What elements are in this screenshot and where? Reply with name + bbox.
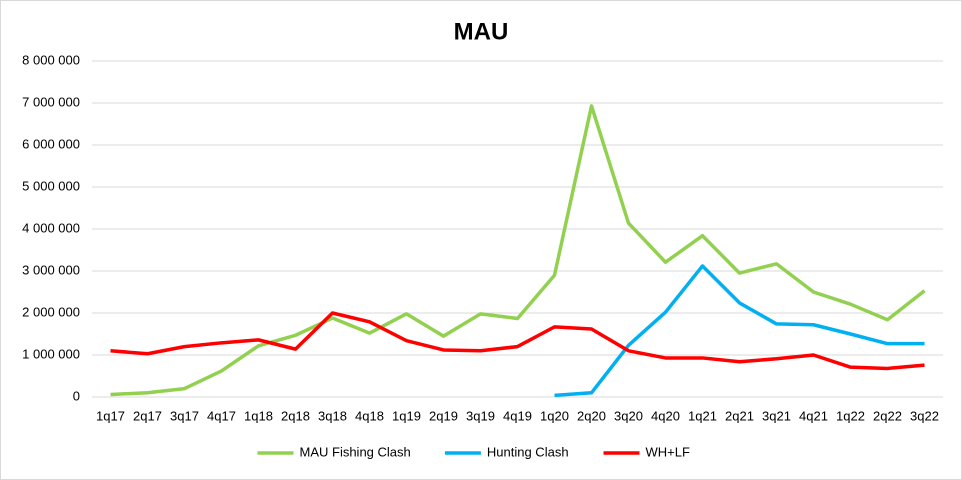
y-tick-label: 1 000 000 — [22, 346, 80, 361]
x-tick-label: 3q18 — [318, 408, 347, 423]
y-tick-label: 2 000 000 — [22, 304, 80, 319]
x-tick-label: 1q18 — [244, 408, 273, 423]
y-tick-label: 7 000 000 — [22, 94, 80, 109]
y-tick-label: 5 000 000 — [22, 178, 80, 193]
x-tick-label: 4q19 — [503, 408, 532, 423]
line-series — [554, 264, 925, 398]
x-tick-label: 1q22 — [836, 408, 865, 423]
x-tick-label: 4q21 — [799, 408, 828, 423]
x-tick-label: 3q17 — [170, 408, 199, 423]
x-tick-label: 3q22 — [910, 408, 939, 423]
x-tick-label: 1q19 — [392, 408, 421, 423]
y-tick-label: 8 000 000 — [22, 52, 80, 67]
y-tick-label: 0 — [73, 388, 80, 403]
x-tick-label: 2q21 — [725, 408, 754, 423]
x-tick-label: 2q19 — [429, 408, 458, 423]
chart-title: MAU — [454, 18, 509, 45]
y-tick-label: 4 000 000 — [22, 220, 80, 235]
x-tick-label: 3q21 — [762, 408, 791, 423]
x-tick-label: 3q20 — [614, 408, 643, 423]
line-series — [110, 104, 926, 397]
x-tick-label: 2q20 — [577, 408, 606, 423]
x-tick-label: 2q17 — [133, 408, 162, 423]
y-tick-label: 3 000 000 — [22, 262, 80, 277]
x-tick-label: 1q20 — [540, 408, 569, 423]
x-tick-label: 2q18 — [281, 408, 310, 423]
legend-label: Hunting Clash — [487, 444, 569, 459]
x-tick-label: 4q18 — [355, 408, 384, 423]
y-tick-label: 6 000 000 — [22, 136, 80, 151]
x-tick-label: 3q19 — [466, 408, 495, 423]
x-tick-label: 1q21 — [688, 408, 717, 423]
x-tick-label: 4q20 — [651, 408, 680, 423]
legend-label: WH+LF — [646, 444, 690, 459]
x-tick-label: 1q17 — [96, 408, 125, 423]
x-tick-label: 2q22 — [873, 408, 902, 423]
x-tick-label: 4q17 — [207, 408, 236, 423]
legend-label: MAU Fishing Clash — [300, 444, 411, 459]
line-series — [110, 311, 925, 371]
